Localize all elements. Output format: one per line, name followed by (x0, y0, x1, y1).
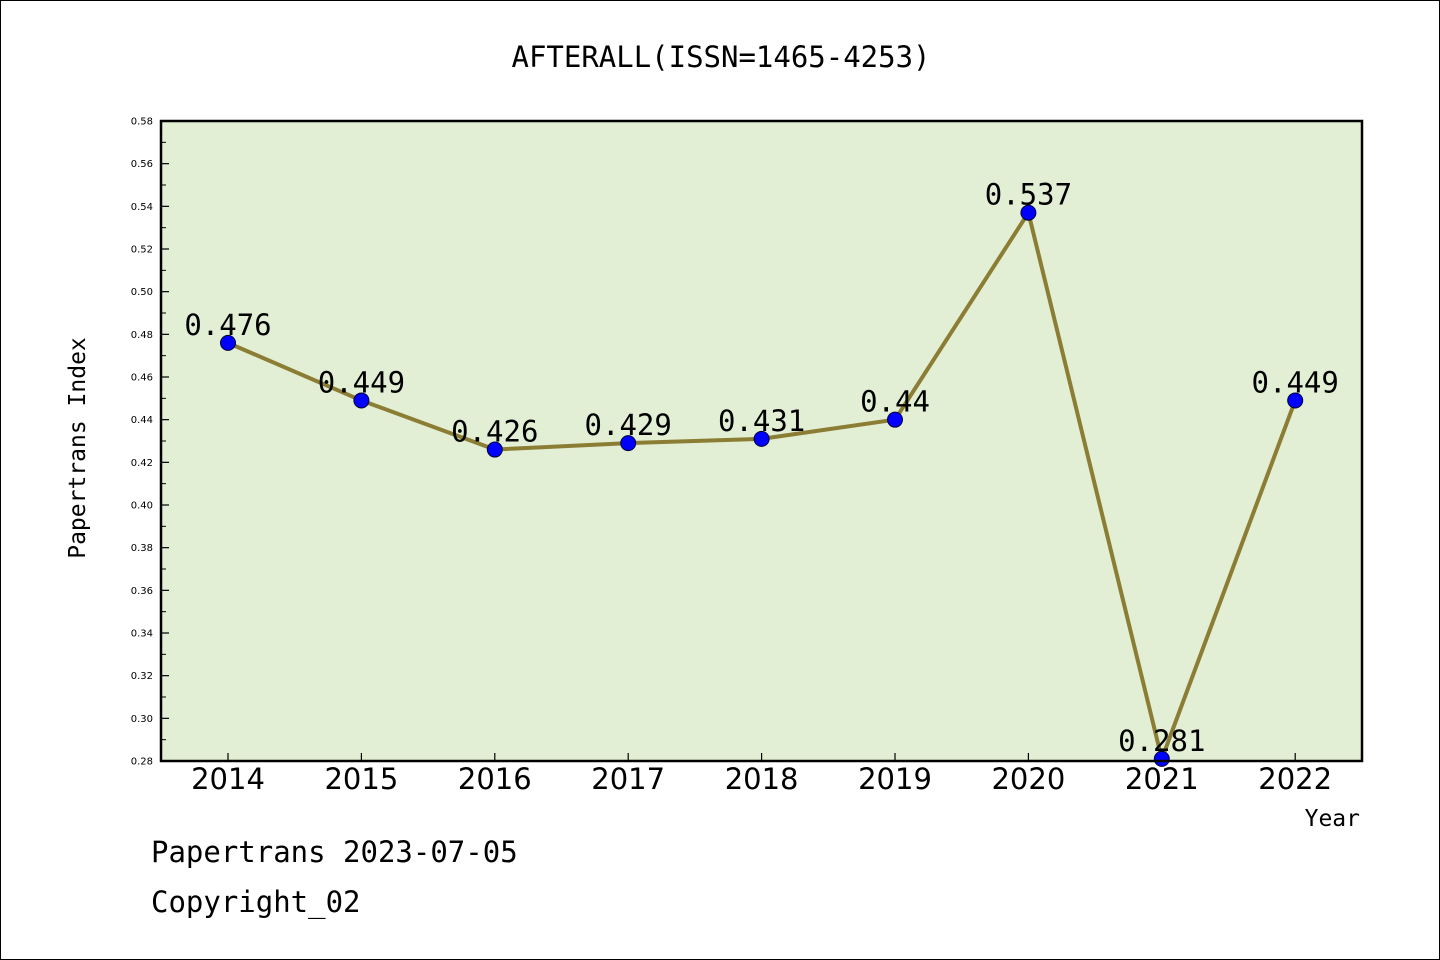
y-tick-label: 0.46 (131, 373, 153, 384)
data-label: 0.449 (1252, 365, 1339, 399)
data-point (620, 435, 637, 452)
x-tick-label: 2016 (458, 762, 532, 796)
data-point (220, 334, 236, 351)
x-tick-label: 2017 (591, 762, 665, 796)
data-point (1153, 750, 1170, 767)
plot-border (159, 119, 1364, 763)
data-point (1020, 204, 1037, 221)
y-tick-label: 0.38 (131, 543, 153, 554)
data-point (353, 392, 370, 409)
data-label: 0.476 (184, 308, 271, 342)
y-tick-label: 0.48 (131, 330, 153, 341)
data-label: 0.281 (1118, 724, 1205, 758)
y-tick-label: 0.52 (131, 245, 153, 256)
data-label: 0.426 (451, 415, 538, 449)
y-tick-label: 0.50 (131, 287, 153, 298)
data-point (887, 411, 903, 428)
y-tick-label: 0.32 (131, 671, 153, 682)
data-point (753, 430, 770, 447)
x-tick-label: 2021 (1125, 762, 1199, 796)
y-tick-label: 0.28 (131, 757, 153, 768)
x-tick-label: 2015 (324, 762, 398, 796)
x-tick-label: 2022 (1258, 762, 1332, 796)
data-point (486, 441, 503, 458)
data-markers (220, 204, 1304, 767)
x-tick-label: 2018 (725, 762, 799, 796)
footer-date: Papertrans 2023-07-05 (151, 835, 518, 869)
x-tick-label: 2019 (858, 762, 932, 796)
y-axis: 0.28 0.30 0.32 0.34 0.36 0.38 0.40 0.42 0.44 0.46… (131, 117, 169, 768)
y-axis-title: Papertrans Index (65, 337, 91, 559)
y-tick-label: 0.30 (131, 714, 153, 725)
y-tick-label: 0.34 (131, 629, 153, 640)
x-axis-title: Year (1305, 806, 1360, 832)
y-tick-label: 0.36 (131, 586, 153, 597)
data-label: 0.431 (718, 404, 805, 438)
data-point (1287, 392, 1304, 409)
footer-copyright: Copyright_02 (151, 885, 361, 919)
x-axis: 2014 2015 2016 2017 2018 2019 2020 2021 2022 (191, 753, 1332, 796)
y-tick-label: 0.40 (131, 501, 153, 512)
y-tick-label: 0.42 (131, 458, 153, 469)
x-tick-label: 2020 (991, 762, 1065, 796)
y-tick-label: 0.56 (131, 159, 153, 170)
data-label: 0.537 (985, 178, 1072, 212)
y-tick-label: 0.44 (131, 415, 153, 426)
data-label: 0.44 (860, 385, 930, 419)
y-tick-label: 0.54 (131, 202, 153, 213)
y-tick-label: 0.58 (131, 117, 153, 128)
data-label: 0.449 (318, 365, 405, 399)
data-labels: 0.476 0.449 0.426 0.429 0.431 0.44 0.537 0.281 0… (184, 178, 1339, 758)
data-label: 0.429 (585, 408, 672, 442)
x-tick-label: 2014 (191, 762, 265, 796)
chart-title: AFTERALL(ISSN=1465-4253) (511, 40, 930, 74)
